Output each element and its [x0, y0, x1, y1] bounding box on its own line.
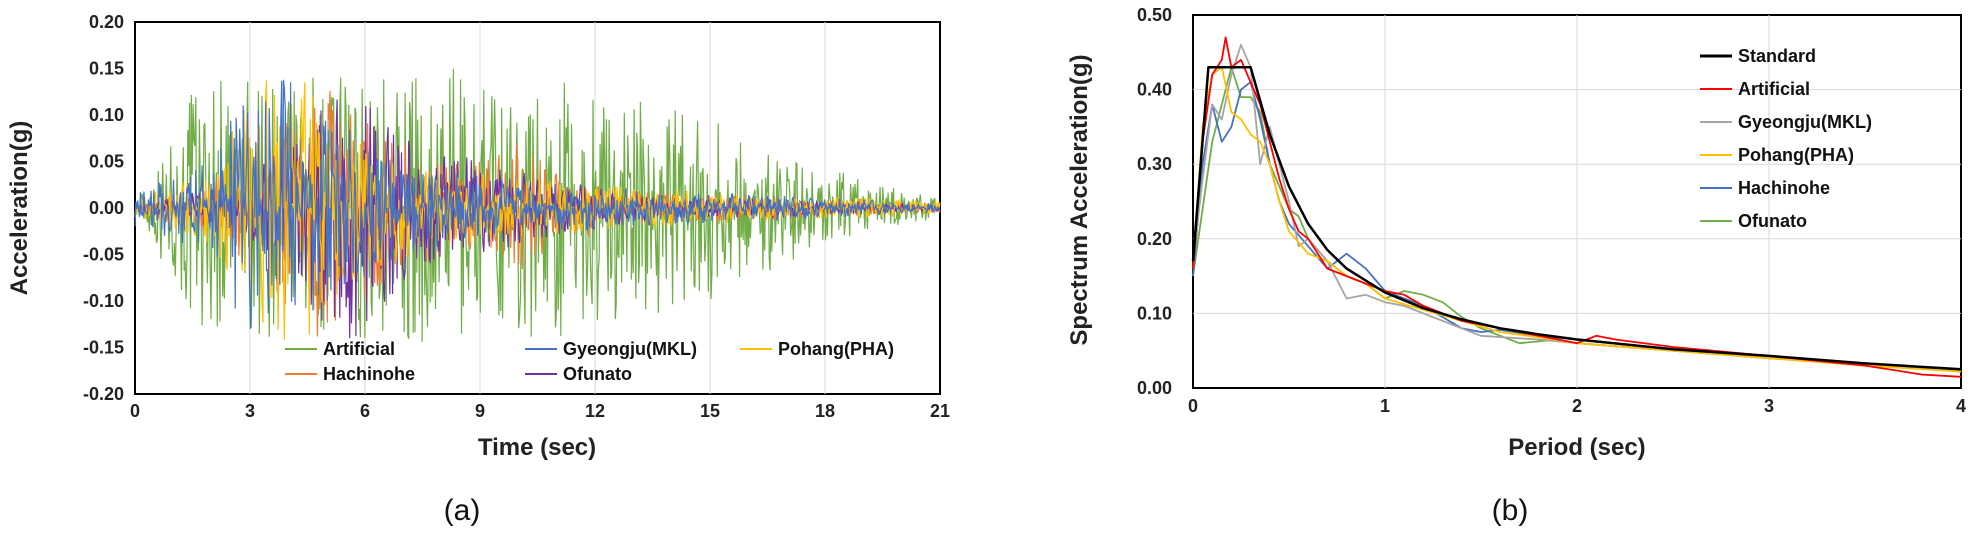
chart-b-series-artificial [1192, 36, 1962, 378]
chart-b-legend-label: Pohang(PHA) [1738, 145, 1854, 165]
chart-a-xtick-label: 9 [475, 401, 485, 421]
chart-b-legend-label: Gyeongju(MKL) [1738, 112, 1872, 132]
chart-a-ylabel: Acceleration(g) [6, 121, 33, 296]
chart-b-xtick-label: 4 [1956, 396, 1966, 416]
chart-a-ticks: 0 3 6 9 12 15 18 21 -0.20 -0.15 -0.10 -0.05 0.00 0.05… [83, 12, 950, 421]
chart-a-xtick-label: 12 [585, 401, 605, 421]
chart-a-series-gyeongju-mkl [134, 79, 941, 329]
chart-b-legend-label: Standard [1738, 46, 1816, 66]
chart-a-legend-label: Artificial [323, 339, 395, 359]
chart-b-xtick-label: 0 [1188, 396, 1198, 416]
chart-a-legend: Artificial Gyeongju(MKL) Pohang(PHA) Hachin… [285, 339, 894, 384]
chart-b-caption: (b) [1492, 494, 1529, 527]
chart-b-legend: Standard Artificial Gyeongju(MKL) Pohang(PH… [1700, 46, 1872, 231]
chart-b-series-group [1191, 36, 1962, 378]
chart-b-xtick-label: 2 [1572, 396, 1582, 416]
chart-b-response-spectrum: 0 1 2 3 4 0.00 0.10 0.20 0.30 0.40 0.50 Standard Ar… [1066, 5, 1966, 527]
chart-a-xtick-label: 6 [360, 401, 370, 421]
chart-b-xlabel: Period (sec) [1508, 434, 1645, 461]
chart-a-caption: (a) [444, 494, 481, 527]
chart-a-legend-label: Ofunato [563, 364, 632, 384]
chart-a-time-history: 0 3 6 9 12 15 18 21 -0.20 -0.15 -0.10 -0.05 0.00 0.05… [6, 12, 950, 527]
chart-a-ytick-label: -0.15 [83, 338, 124, 358]
chart-b-xtick-label: 1 [1380, 396, 1390, 416]
chart-b-ytick-label: 0.30 [1137, 154, 1172, 174]
chart-a-xtick-label: 3 [245, 401, 255, 421]
chart-b-ytick-label: 0.20 [1137, 229, 1172, 249]
chart-a-ytick-label: -0.20 [83, 384, 124, 404]
chart-a-xtick-label: 15 [700, 401, 720, 421]
chart-a-legend-label: Pohang(PHA) [778, 339, 894, 359]
chart-a-ytick-label: -0.10 [83, 291, 124, 311]
chart-b-ylabel: Spectrum Acceleration(g) [1066, 54, 1093, 345]
chart-b-xtick-label: 3 [1764, 396, 1774, 416]
chart-a-ytick-label: 0.05 [89, 152, 124, 172]
chart-a-series-group [134, 68, 941, 342]
chart-a-xlabel: Time (sec) [478, 434, 596, 461]
chart-b-legend-label: Artificial [1738, 79, 1810, 99]
chart-a-legend-label: Hachinohe [323, 364, 415, 384]
chart-b-series-standard [1191, 65, 1962, 371]
chart-a-ytick-label: 0.20 [89, 12, 124, 32]
chart-a-xtick-label: 18 [815, 401, 835, 421]
chart-a-xtick-label: 21 [930, 401, 950, 421]
chart-b-legend-label: Hachinohe [1738, 178, 1830, 198]
chart-a-ytick-label: 0.00 [89, 198, 124, 218]
chart-b-ytick-label: 0.50 [1137, 5, 1172, 25]
chart-a-ytick-label: 0.10 [89, 105, 124, 125]
chart-a-xtick-label: 0 [130, 401, 140, 421]
chart-a-ytick-label: 0.15 [89, 59, 124, 79]
chart-b-ticks: 0 1 2 3 4 0.00 0.10 0.20 0.30 0.40 0.50 [1137, 5, 1966, 416]
chart-a-legend-label: Gyeongju(MKL) [563, 339, 697, 359]
chart-b-ytick-label: 0.00 [1137, 378, 1172, 398]
chart-b-legend-label: Ofunato [1738, 211, 1807, 231]
chart-b-gridlines [1193, 15, 1961, 388]
chart-b-ytick-label: 0.10 [1137, 303, 1172, 323]
chart-b-ytick-label: 0.40 [1137, 80, 1172, 100]
chart-a-ytick-label: -0.05 [83, 245, 124, 265]
